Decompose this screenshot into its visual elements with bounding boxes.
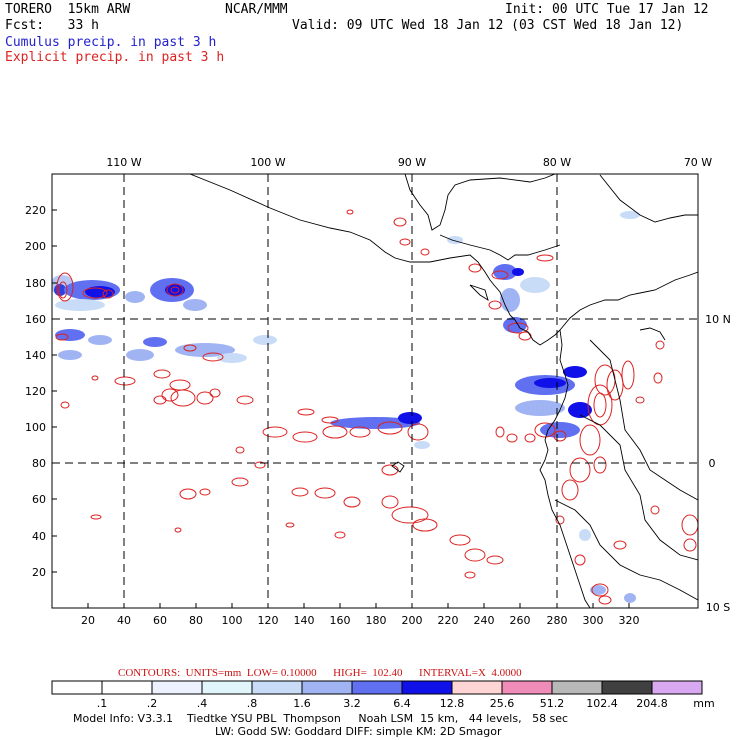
cumulus-precip-areas [52, 211, 640, 603]
colorbar-label: .4 [196, 697, 208, 710]
colorbar-swatch [601, 680, 653, 695]
longitude-label: 70 W [684, 156, 712, 169]
y-tick-label: 20 [32, 566, 46, 579]
x-tick-label: 260 [510, 614, 531, 627]
axis-tick-marks [52, 173, 630, 608]
latitude-label: 10 N [705, 313, 731, 326]
x-tick-label: 40 [117, 614, 131, 627]
y-tick-label: 120 [25, 385, 46, 398]
x-tick-label: 220 [438, 614, 459, 627]
explicit-precip-contours [55, 209, 698, 605]
colorbar-swatch [151, 680, 203, 695]
colorbar-swatch [451, 680, 503, 695]
legend-cumulus: Cumulus precip. in past 3 h [5, 35, 217, 50]
x-tick-label: 20 [81, 614, 95, 627]
colorbar [51, 680, 703, 695]
contours-info: CONTOURS: UNITS=mm LOW= 0.10000 HIGH= 10… [118, 667, 522, 679]
colorbar-label: 6.4 [393, 697, 411, 710]
org-label: NCAR/MMM [225, 2, 288, 17]
colorbar-label: 51.2 [539, 697, 565, 710]
latitude-label: 0 [709, 457, 716, 470]
colorbar-swatch [501, 680, 553, 695]
longitude-label: 90 W [398, 156, 426, 169]
y-tick-label: 160 [25, 313, 46, 326]
y-tick-label: 60 [32, 493, 46, 506]
colorbar-swatch [51, 680, 103, 695]
map-frame [51, 173, 699, 609]
x-tick-label: 240 [474, 614, 495, 627]
forecast-hour: Fcst: 33 h [5, 18, 99, 33]
coastlines [189, 174, 698, 608]
legend-explicit: Explicit precip. in past 3 h [5, 50, 225, 65]
longitude-label: 80 W [543, 156, 571, 169]
x-tick-label: 280 [547, 614, 568, 627]
x-tick-label: 80 [189, 614, 203, 627]
colorbar-swatch [551, 680, 603, 695]
init-time: Init: 00 UTC Tue 17 Jan 12 [505, 2, 709, 17]
colorbar-label: 25.6 [489, 697, 515, 710]
y-tick-label: 100 [25, 421, 46, 434]
latitude-label: 10 S [706, 601, 730, 614]
model-info-line2: LW: Godd SW: Goddard DIFF: simple KM: 2D… [215, 725, 502, 738]
map-area [52, 174, 698, 608]
colorbar-swatch [101, 680, 153, 695]
longitude-label: 100 W [250, 156, 285, 169]
colorbar-unit: mm [693, 697, 715, 710]
latitude-labels: 10 N 0 10 S [705, 313, 731, 614]
colorbar-label: .2 [146, 697, 158, 710]
x-tick-label: 180 [366, 614, 387, 627]
y-tick-labels: 20 40 60 80 100 120 140 160 180 200 220 [25, 204, 46, 579]
colorbar-swatch [351, 680, 403, 695]
x-tick-labels: 20 40 60 80 100 120 140 160 180 200 220 … [81, 614, 640, 627]
x-tick-label: 300 [583, 614, 604, 627]
valid-time: Valid: 09 UTC Wed 18 Jan 12 (03 CST Wed … [292, 18, 684, 33]
colorbar-swatch [301, 680, 353, 695]
model-title: TORERO 15km ARW [5, 2, 131, 17]
x-tick-label: 120 [258, 614, 279, 627]
longitude-labels: 110 W 100 W 90 W 80 W 70 W [106, 156, 712, 169]
y-tick-label: 220 [25, 204, 46, 217]
colorbar-label: 204.8 [636, 697, 668, 710]
x-tick-label: 160 [330, 614, 351, 627]
x-tick-label: 100 [222, 614, 243, 627]
y-tick-label: 80 [32, 457, 46, 470]
x-tick-label: 60 [153, 614, 167, 627]
colorbar-label: 1.6 [293, 697, 311, 710]
colorbar-label: .8 [246, 697, 258, 710]
colorbar-swatch [201, 680, 253, 695]
colorbar-swatch [401, 680, 453, 695]
latlon-grid [52, 174, 698, 608]
y-tick-label: 200 [25, 240, 46, 253]
x-tick-label: 140 [294, 614, 315, 627]
colorbar-swatch [251, 680, 303, 695]
x-tick-label: 320 [619, 614, 640, 627]
colorbar-label: .1 [96, 697, 108, 710]
y-tick-label: 180 [25, 277, 46, 290]
longitude-label: 110 W [106, 156, 141, 169]
colorbar-label: 3.2 [343, 697, 361, 710]
colorbar-swatch [651, 680, 703, 695]
y-tick-label: 40 [32, 530, 46, 543]
colorbar-label: 102.4 [586, 697, 618, 710]
colorbar-label: 12.8 [439, 697, 465, 710]
model-info-line1: Model Info: V3.3.1 Tiedtke YSU PBL Thomp… [73, 712, 569, 725]
x-tick-label: 200 [402, 614, 423, 627]
y-tick-label: 140 [25, 349, 46, 362]
